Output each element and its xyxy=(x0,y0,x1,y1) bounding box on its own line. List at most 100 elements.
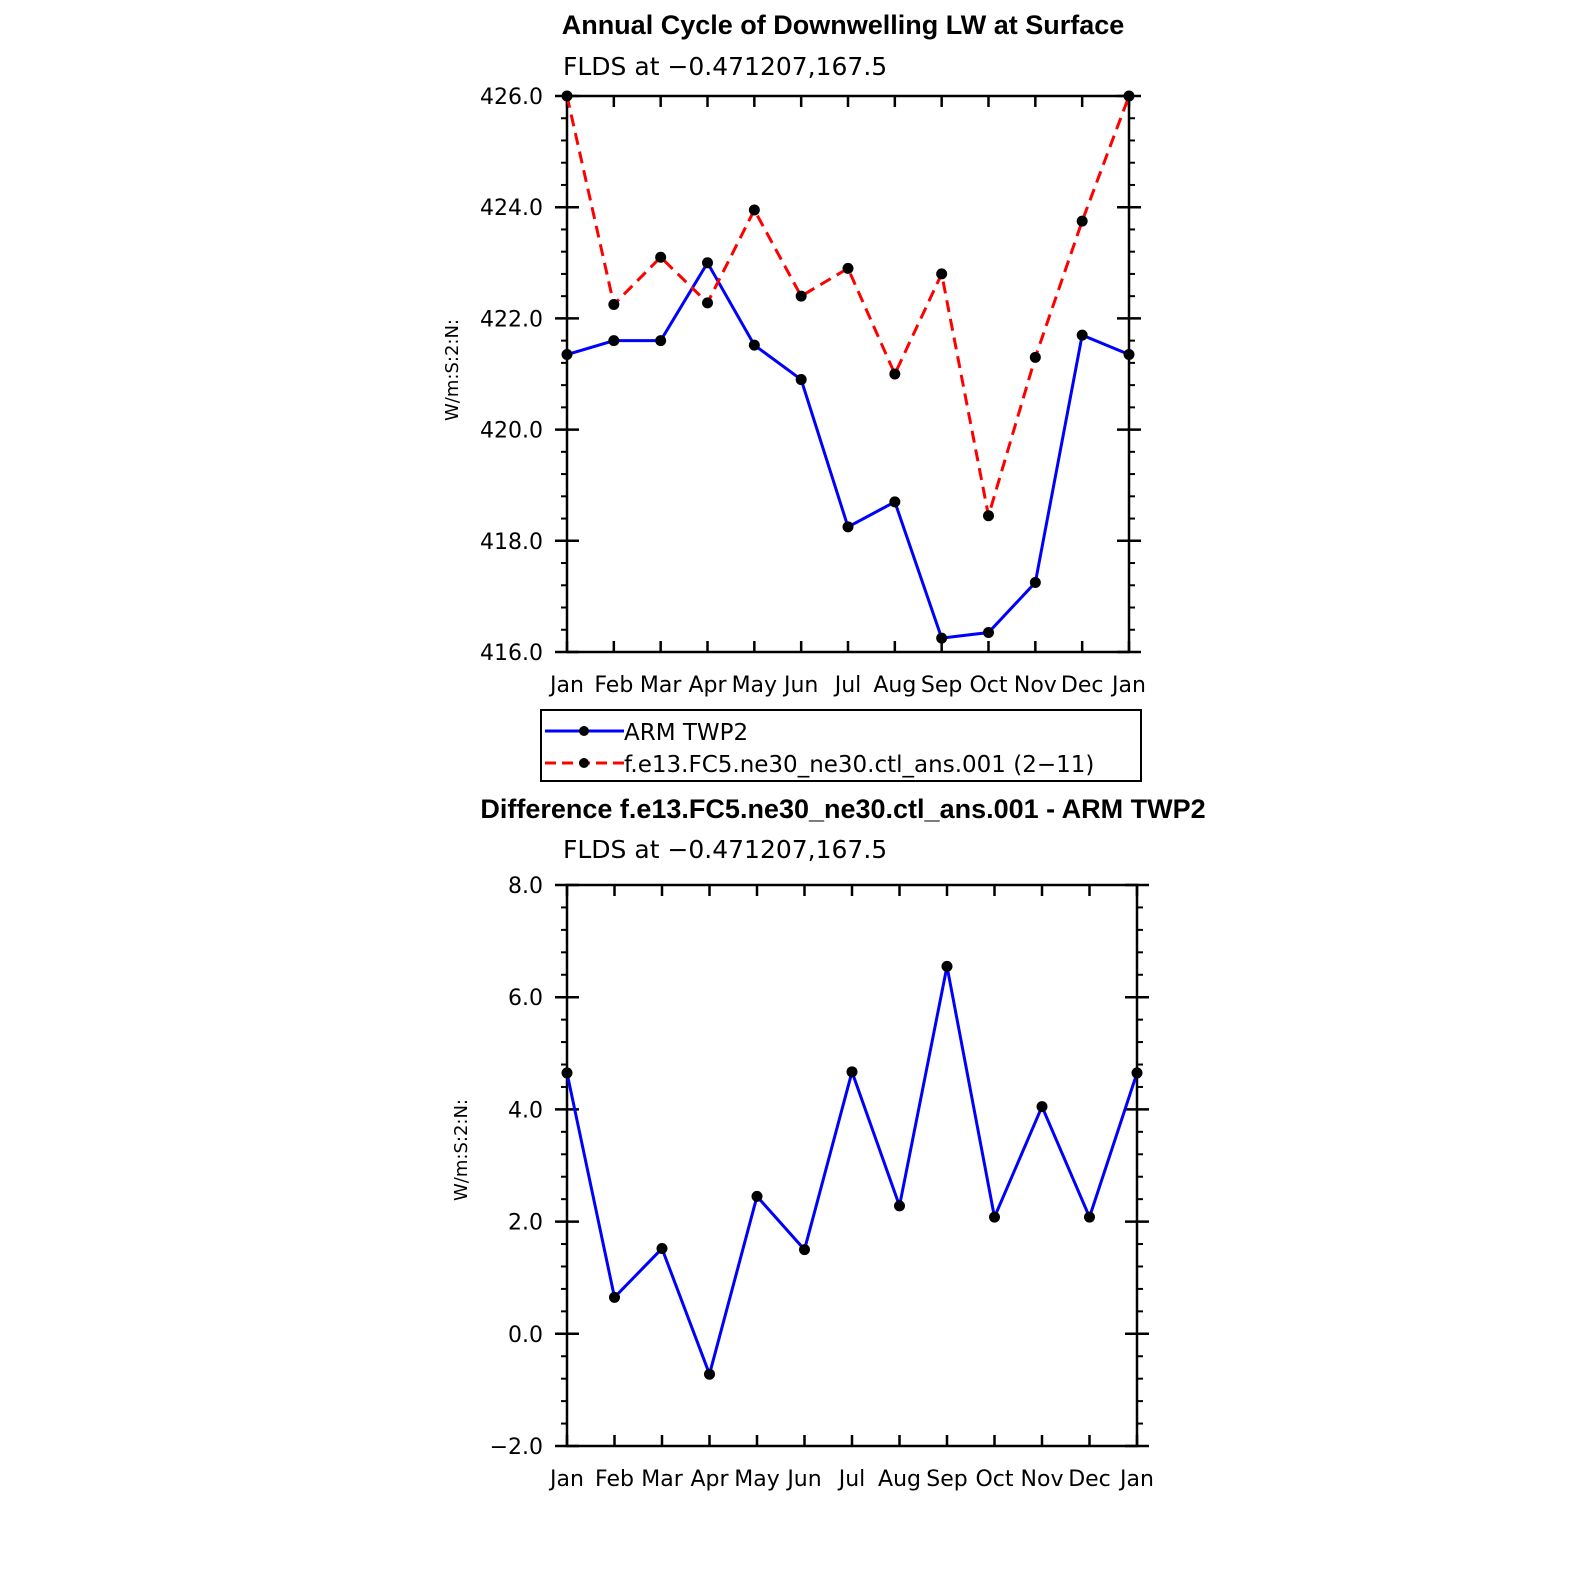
difference-panel: Difference f.e13.FC5.ne30_ne30.ctl_ans.0… xyxy=(451,794,1206,1492)
chart-title: Difference f.e13.FC5.ne30_ne30.ctl_ans.0… xyxy=(480,794,1205,824)
x-tick-label: May xyxy=(732,673,777,698)
x-tick-label: Dec xyxy=(1061,673,1104,698)
data-point xyxy=(941,960,953,972)
data-point xyxy=(889,368,901,380)
data-point xyxy=(989,1211,1000,1223)
plot-frame xyxy=(565,94,1131,654)
x-tick-label: Sep xyxy=(921,673,962,698)
legend: ARM TWP2 f.e13.FC5.ne30_ne30.ctl_ans.001… xyxy=(540,709,1142,782)
data-point xyxy=(1076,215,1088,227)
data-point xyxy=(983,510,994,522)
data-point xyxy=(936,632,948,644)
x-tick-label: Apr xyxy=(690,1467,729,1492)
legend-marker-arm xyxy=(579,726,589,736)
chart-subtitle: FLDS at −0.471207,167.5 xyxy=(563,835,887,864)
data-point xyxy=(1123,90,1135,102)
data-point xyxy=(889,496,901,508)
x-tick-label: Oct xyxy=(969,673,1007,698)
y-tick-label: 0.0 xyxy=(508,1323,543,1348)
chart-subtitle: FLDS at −0.471207,167.5 xyxy=(563,52,887,81)
data-point xyxy=(842,262,854,274)
legend-label-arm: ARM TWP2 xyxy=(624,720,748,746)
x-tick-label: Jan xyxy=(548,673,584,698)
x-tick-label: Jun xyxy=(785,1467,821,1492)
y-axis-label: W/m:S:2:N: xyxy=(451,1099,472,1201)
y-tick-label: 6.0 xyxy=(508,986,543,1011)
x-tick-label: Aug xyxy=(873,673,916,698)
x-tick-label: Mar xyxy=(641,1467,683,1492)
x-tick-label: Jan xyxy=(548,1467,584,1492)
data-point xyxy=(608,299,620,310)
legend-box xyxy=(540,709,1142,782)
chart-title: Annual Cycle of Downwelling LW at Surfac… xyxy=(562,10,1125,40)
y-tick-label: 4.0 xyxy=(508,1098,543,1123)
series-group xyxy=(561,90,1135,644)
series-line xyxy=(565,95,1131,517)
data-point xyxy=(704,1368,715,1380)
data-point xyxy=(795,374,807,386)
y-tick-label: 420.0 xyxy=(480,419,543,444)
y-tick-label: 424.0 xyxy=(480,196,543,221)
x-tick-label: Sep xyxy=(926,1467,967,1492)
data-point xyxy=(1123,349,1135,361)
x-tick-label: Jul xyxy=(837,1467,866,1492)
y-tick-label: −2.0 xyxy=(490,1435,543,1460)
data-point xyxy=(748,339,760,351)
data-point xyxy=(656,1243,668,1255)
x-tick-label: Jan xyxy=(1118,1467,1154,1492)
data-point xyxy=(894,1200,905,1212)
data-point xyxy=(609,1291,620,1303)
series-group xyxy=(561,960,1143,1380)
axis-frame: Jan Feb Mar Apr May Jun Jul Aug Sep Oct Nov Dec Jan4… xyxy=(480,85,1146,698)
x-tick-label: Jul xyxy=(833,673,862,698)
y-tick-label: 426.0 xyxy=(480,85,543,110)
y-tick-label: 416.0 xyxy=(480,641,543,666)
y-tick-label: 422.0 xyxy=(480,307,543,332)
data-point xyxy=(846,1066,858,1078)
data-point xyxy=(561,1067,573,1079)
data-point xyxy=(799,1244,810,1256)
data-point xyxy=(1084,1211,1095,1223)
x-tick-label: Nov xyxy=(1014,673,1057,698)
data-point xyxy=(1029,577,1041,588)
data-point xyxy=(1036,1101,1048,1113)
y-tick-label: 418.0 xyxy=(480,530,543,555)
data-point xyxy=(561,349,573,361)
annual-cycle-panel: Annual Cycle of Downwelling LW at Surfac… xyxy=(442,10,1146,698)
x-tick-label: Nov xyxy=(1021,1467,1064,1492)
x-tick-label: Apr xyxy=(688,673,727,698)
y-tick-label: 2.0 xyxy=(508,1211,543,1236)
legend-marker-model xyxy=(579,758,589,768)
data-point xyxy=(608,335,620,347)
x-tick-label: Feb xyxy=(595,1467,634,1492)
axis-frame: Jan Feb Mar Apr May Jun Jul Aug Sep Oct Nov Dec Jan−… xyxy=(490,874,1154,1492)
data-point xyxy=(842,521,854,533)
data-point xyxy=(655,251,667,263)
x-tick-label: Feb xyxy=(594,673,633,698)
data-point xyxy=(655,335,667,347)
x-tick-label: Mar xyxy=(640,673,682,698)
data-point xyxy=(702,297,713,309)
data-point xyxy=(751,1190,763,1202)
x-tick-label: Jan xyxy=(1110,673,1146,698)
y-axis-label: W/m:S:2:N: xyxy=(442,319,463,421)
data-point xyxy=(1131,1067,1143,1079)
y-tick-label: 8.0 xyxy=(508,874,543,899)
data-point xyxy=(795,290,807,302)
data-point xyxy=(561,90,573,102)
plot-frame xyxy=(565,883,1139,1448)
data-point xyxy=(748,204,760,216)
data-point xyxy=(936,268,948,280)
legend-label-model: f.e13.FC5.ne30_ne30.ctl_ans.001 (2−11) xyxy=(624,752,1094,778)
x-tick-label: Dec xyxy=(1068,1467,1111,1492)
series-line xyxy=(566,259,1130,640)
data-point xyxy=(1076,329,1088,341)
data-point xyxy=(702,257,713,269)
x-tick-label: Jun xyxy=(782,673,818,698)
data-point xyxy=(983,627,994,639)
series-line xyxy=(565,966,1139,1380)
x-tick-label: May xyxy=(734,1467,779,1492)
x-tick-label: Aug xyxy=(878,1467,921,1492)
x-tick-label: Oct xyxy=(975,1467,1013,1492)
